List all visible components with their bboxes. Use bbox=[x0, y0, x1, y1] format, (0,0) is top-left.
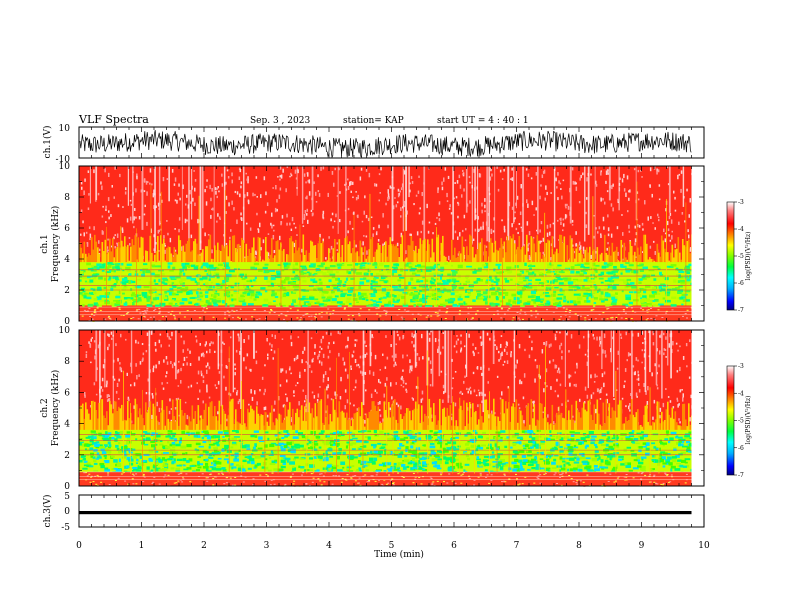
ch1-colorbar: -3 -4 -5 -6 -7 log(PSD)(V²/Hz) bbox=[726, 199, 752, 314]
frequency-tick-label: 2 bbox=[64, 451, 70, 461]
ch1-waveform-trace bbox=[79, 130, 692, 159]
x-tick-label: 6 bbox=[451, 541, 457, 551]
ch1-colorbar-label: log(PSD)(V²/Hz) bbox=[745, 232, 752, 281]
ch2-spectrogram-ylabel-channel: ch.2 bbox=[40, 398, 50, 417]
x-tick-label: 8 bbox=[576, 541, 582, 551]
ch3-ytick-0: 0 bbox=[64, 507, 70, 517]
frequency-tick-label: 0 bbox=[64, 482, 70, 492]
frequency-tick-label: 10 bbox=[59, 326, 71, 336]
colorbar-tick-label: -7 bbox=[738, 472, 744, 479]
ch1-ytick-top: 10 bbox=[59, 124, 71, 134]
x-tick-label: 1 bbox=[139, 541, 145, 551]
ch3-ylabel: ch.3(V) bbox=[42, 495, 53, 528]
ch3-trace-band bbox=[79, 511, 692, 515]
header-start-time: start UT = 4 : 40 : 1 bbox=[437, 116, 529, 126]
ch1-spectrogram-ylabel-channel: ch.1 bbox=[40, 234, 50, 253]
x-tick-label: 3 bbox=[264, 541, 270, 551]
frequency-tick-label: 2 bbox=[64, 286, 70, 296]
ch2-colorbar: -3 -4 -5 -6 -7 log(PSD)(V²/Hz) bbox=[726, 363, 752, 479]
ch3-panel: 5 0 -5 ch.3(V) bbox=[42, 492, 705, 533]
ch1-spectrogram-ylabel: Frequency (kHz) bbox=[50, 206, 61, 283]
x-axis-tick-labels: 0 1 2 3 4 5 6 7 8 9 10 bbox=[76, 541, 710, 551]
x-axis-label: Time (min) bbox=[374, 549, 424, 560]
header-date: Sep. 3 , 2023 bbox=[250, 116, 310, 126]
colorbar-tick-label: -6 bbox=[738, 445, 744, 452]
ch1-spectrogram-image bbox=[79, 166, 704, 322]
x-tick-label: 7 bbox=[514, 541, 520, 551]
frequency-tick-label: 4 bbox=[64, 255, 70, 265]
ch2-spectrogram-image bbox=[79, 330, 704, 487]
colorbar-tick-label: -6 bbox=[738, 280, 744, 287]
ch2-spectrogram-ylabel: Frequency (kHz) bbox=[50, 370, 61, 447]
frequency-tick-label: 8 bbox=[64, 357, 70, 367]
ch2-colorbar-label: log(PSD)(V²/Hz) bbox=[745, 396, 752, 445]
colorbar-tick-label: -7 bbox=[738, 307, 744, 314]
colorbar-tick-label: -4 bbox=[738, 390, 744, 397]
frequency-tick-label: 6 bbox=[64, 388, 70, 398]
x-tick-label: 0 bbox=[76, 541, 82, 551]
frequency-tick-label: 4 bbox=[64, 420, 70, 430]
x-tick-label: 4 bbox=[326, 541, 332, 551]
header-station: station= KAP bbox=[343, 116, 404, 126]
frequency-tick-label: 8 bbox=[64, 193, 70, 203]
x-tick-label: 10 bbox=[698, 541, 710, 551]
ch2-spectrogram-panel: 0 2 4 6 8 10 ch.2 Frequency (kHz) -3 -4 -5 -6 -7 … bbox=[40, 326, 752, 492]
ch3-ytick-minus5: -5 bbox=[61, 523, 70, 533]
x-tick-label: 9 bbox=[639, 541, 645, 551]
ch1-ytick-bottom: -10 bbox=[56, 155, 71, 165]
colorbar-tick-label: -4 bbox=[738, 226, 744, 233]
x-tick-label: 5 bbox=[389, 541, 395, 551]
frequency-tick-label: 6 bbox=[64, 224, 70, 234]
colorbar-tick-label: -3 bbox=[738, 199, 744, 206]
ch1-waveform-ylabel: ch.1(V) bbox=[42, 126, 53, 159]
frequency-tick-label: 0 bbox=[64, 317, 70, 327]
figure-title: VLF Spectra bbox=[78, 113, 149, 126]
ch1-waveform-panel: 10 -10 ch.1(V) bbox=[42, 124, 705, 165]
colorbar-tick-label: -5 bbox=[738, 418, 744, 425]
x-tick-label: 2 bbox=[201, 541, 207, 551]
colorbar-tick-label: -5 bbox=[738, 253, 744, 260]
frequency-tick-label: 10 bbox=[59, 162, 71, 172]
colorbar-tick-label: -3 bbox=[738, 363, 744, 370]
ch3-ytick-5: 5 bbox=[64, 492, 70, 502]
ch1-spectrogram-panel: 0 2 4 6 8 10 ch.1 Frequency (kHz) -3 -4 -5 -6 -7 … bbox=[40, 162, 752, 327]
